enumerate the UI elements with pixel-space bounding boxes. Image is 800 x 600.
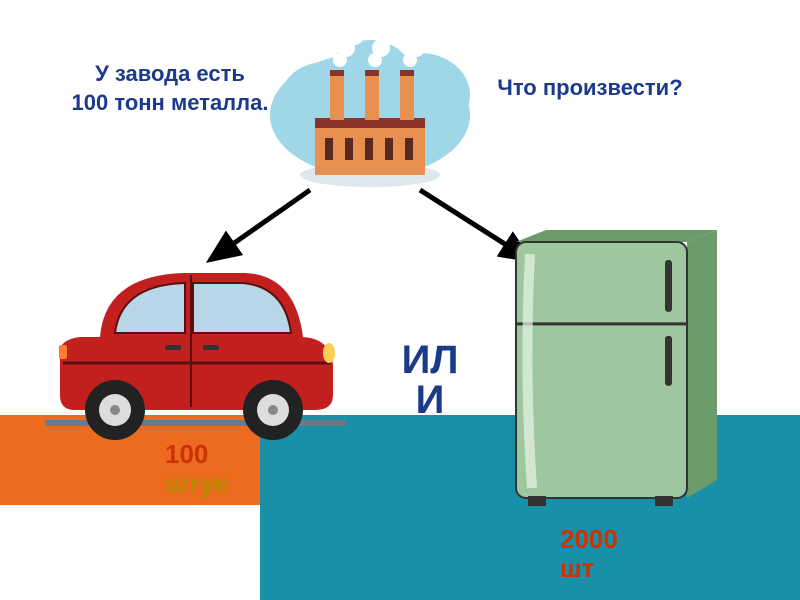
headline-left: У завода есть100 тонн металла. xyxy=(60,60,280,117)
arrow-left xyxy=(210,190,310,260)
headline-left-line2: 100 тонн металла. xyxy=(60,89,280,118)
headline-right: Что произвести? xyxy=(480,75,700,101)
quantity-car-number: 100 xyxy=(165,440,228,469)
fridge-icon xyxy=(516,230,717,506)
quantity-fridge-unit: шт xyxy=(560,554,618,583)
car-icon xyxy=(45,273,345,440)
or-label: ИЛИ xyxy=(370,340,490,420)
quantity-fridge: 2000шт xyxy=(560,525,618,582)
quantity-car: 100штук xyxy=(165,440,228,497)
arrow-right xyxy=(420,190,530,260)
factory-icon xyxy=(270,23,470,187)
quantity-fridge-number: 2000 xyxy=(560,525,618,554)
or-line1: ИЛ xyxy=(370,340,490,380)
headline-left-line1: У завода есть xyxy=(60,60,280,89)
quantity-car-unit: штук xyxy=(165,469,228,498)
or-line2: И xyxy=(370,380,490,420)
